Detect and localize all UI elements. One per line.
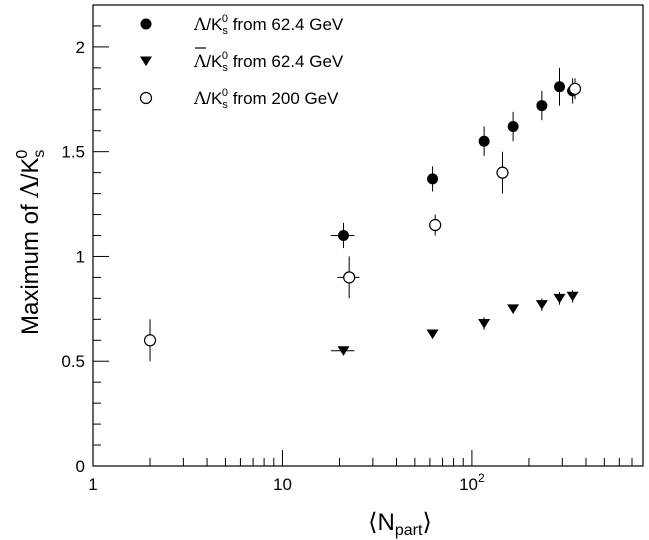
data-point [478, 319, 491, 329]
data-point [143, 334, 157, 347]
legend-kaon: /K [206, 89, 223, 108]
legend-kaon: /K [206, 52, 223, 71]
y-tick-label: 1 [76, 247, 85, 266]
y-tick-label: 2 [76, 38, 85, 57]
y-tick-label: 0 [76, 457, 85, 476]
legend-sup: 0 [222, 50, 228, 62]
plot-frame [92, 4, 644, 467]
series-1 [330, 67, 579, 249]
y-axis-title: Maximum of Λ/Ks0 [14, 150, 48, 335]
data-point [429, 218, 442, 232]
data-point [426, 329, 439, 340]
data-point [554, 81, 566, 93]
data-point [536, 100, 548, 112]
y-axis-title-sup: 0 [14, 150, 31, 159]
data-point [478, 135, 490, 147]
y-axis-title-prefix: Maximum of [17, 198, 44, 335]
legend-sub: s [222, 25, 228, 37]
y-axis-title-slash: /K [17, 158, 44, 181]
legend-sup: 0 [222, 13, 228, 25]
y-tick-label: 0.5 [61, 352, 85, 371]
y-axis-title-sub: s [31, 150, 48, 158]
x-tick-label: 1 [88, 475, 97, 494]
data-point [343, 271, 356, 284]
y-axis-title-lambda: Λ [16, 180, 44, 199]
data-point [568, 82, 582, 95]
legend-marker [140, 18, 152, 30]
legend-sub: s [222, 99, 228, 111]
x-tick-label: 10 [273, 475, 292, 494]
legend-rest: from 200 GeV [228, 89, 339, 108]
series-2 [330, 289, 579, 356]
x-axis-title-main: N [378, 509, 395, 536]
x-tick-label-base: 10 [459, 475, 478, 494]
legend-lambda: Λ [193, 89, 207, 109]
legend-kaon: /K [206, 15, 223, 34]
x-tick-label: 102 [459, 471, 485, 494]
data-point [496, 166, 509, 179]
x-axis-title-close: ⟩ [422, 509, 431, 536]
data-point [535, 300, 548, 310]
data-point [427, 173, 439, 185]
data-point [507, 121, 519, 133]
x-axis-title-open: ⟨ [368, 509, 377, 536]
x-axis-title-sub: part [395, 522, 423, 539]
data-point [566, 291, 579, 302]
y-tick-label: 1.5 [61, 143, 85, 162]
data-marks [143, 67, 582, 362]
x-tick-label-exponent: 2 [478, 471, 485, 485]
legend-lambda: Λ [193, 52, 207, 72]
legend-lambda: Λ [193, 15, 207, 35]
legend-sub: s [222, 62, 228, 74]
legend-marker [139, 91, 153, 105]
legend-rest: from 62.4 GeV [228, 15, 344, 34]
data-point [553, 293, 566, 304]
x-axis-title: ⟨Npart⟩ [368, 509, 432, 539]
legend-rest: from 62.4 GeV [228, 52, 344, 71]
legend-marker [140, 56, 152, 67]
legend-label: Λ/Ks0 from 62.4 GeV [193, 13, 344, 37]
data-point [337, 230, 349, 241]
legend-sup: 0 [222, 87, 228, 99]
x-tick-label-base: 1 [88, 475, 97, 494]
x-tick-label-base: 10 [273, 475, 292, 494]
data-point [507, 304, 520, 314]
legend-label: Λ/Ks0 from 62.4 GeV [193, 50, 344, 74]
legend-label: Λ/Ks0 from 200 GeV [193, 87, 339, 111]
data-point [337, 346, 350, 356]
series-3 [143, 78, 582, 362]
